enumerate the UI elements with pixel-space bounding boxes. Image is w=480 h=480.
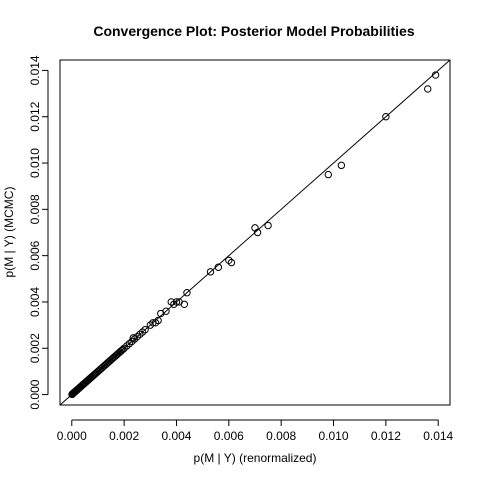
x-tick-label: 0.004: [161, 429, 191, 443]
data-point: [325, 171, 331, 177]
y-tick-label: 0.006: [28, 240, 42, 270]
chart-title: Convergence Plot: Posterior Model Probab…: [93, 23, 414, 39]
x-tick-label: 0.014: [423, 429, 453, 443]
data-point: [181, 301, 187, 307]
y-tick-label: 0.008: [28, 194, 42, 224]
plot-area: [60, 60, 450, 405]
x-tick-label: 0.000: [57, 429, 87, 443]
data-points-layer: [69, 72, 439, 398]
x-axis-label: p(M | Y) (renormalized): [194, 451, 317, 465]
x-tick-label: 0.002: [109, 429, 139, 443]
y-tick-label: 0.002: [28, 333, 42, 363]
x-axis: 0.000 0.002 0.004 0.006 0.008 0.010 0.012 0.014: [57, 420, 454, 443]
x-tick-label: 0.010: [319, 429, 349, 443]
y-tick-label: 0.012: [28, 101, 42, 131]
data-point: [338, 162, 344, 168]
y-tick-label: 0.000: [28, 379, 42, 409]
y-tick-label: 0.010: [28, 148, 42, 178]
x-tick-label: 0.012: [371, 429, 401, 443]
y-tick-label: 0.004: [28, 287, 42, 317]
y-axis: 0.000 0.002 0.004 0.006 0.008 0.010 0.012 0.014: [28, 55, 48, 410]
data-point: [265, 222, 271, 228]
y-tick-label: 0.014: [28, 55, 42, 85]
x-tick-label: 0.008: [266, 429, 296, 443]
y-axis-label: p(M | Y) (MCMC): [2, 187, 16, 278]
data-point: [425, 86, 431, 92]
x-tick-label: 0.006: [214, 429, 244, 443]
